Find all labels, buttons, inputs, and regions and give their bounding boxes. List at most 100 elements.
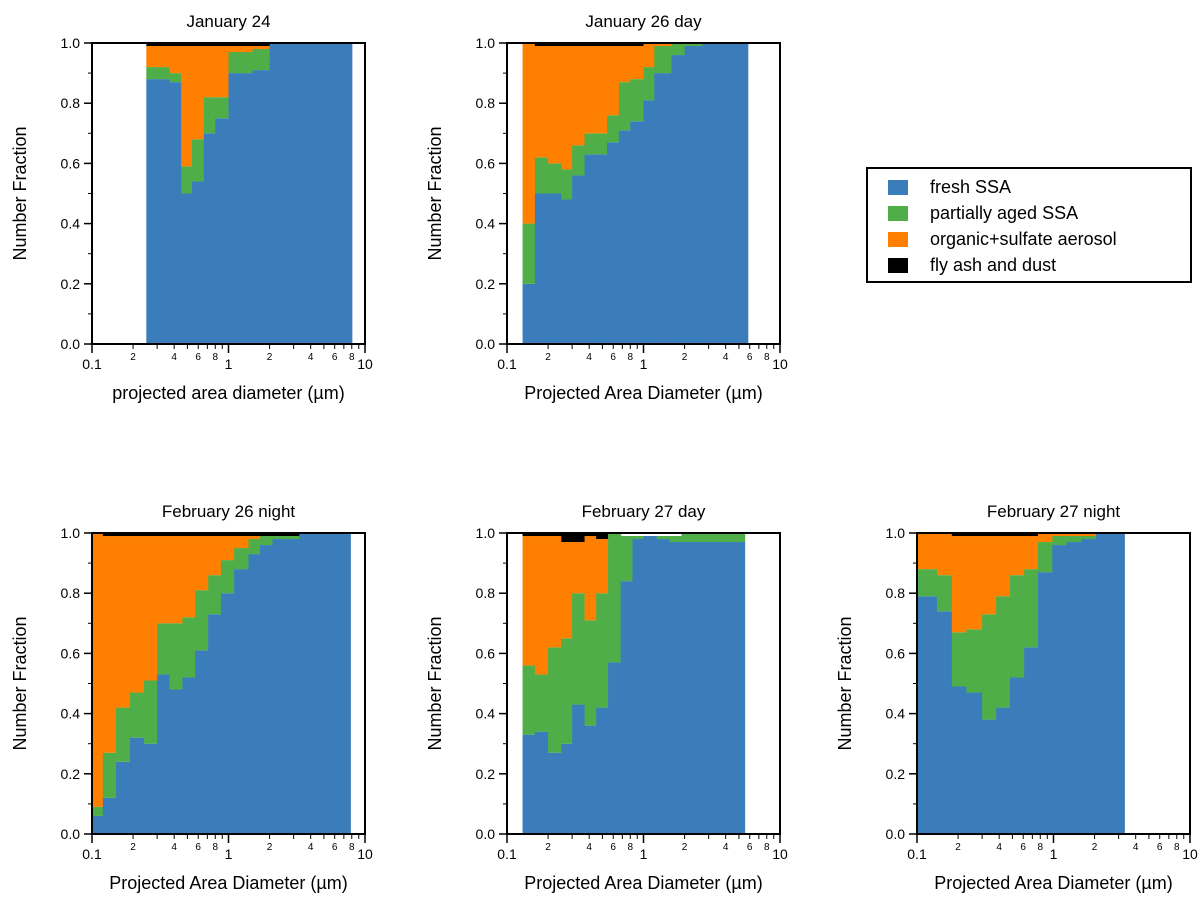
- bar-partial-bin-17: [731, 533, 745, 542]
- y-tick-label: 0.2: [476, 276, 496, 292]
- bar-organic-bin-1: [157, 46, 170, 67]
- bar-partial-bin-0: [523, 224, 536, 284]
- x-minor-tick-label: 8: [212, 842, 218, 853]
- bar-partial-bin-4: [572, 593, 585, 704]
- chart-panel-jan26-day: 0.00.20.40.60.81.00.1 2 4 6 8 1 2 4 6 8 10January …: [415, 0, 815, 420]
- bar-organic-bin-2: [952, 536, 967, 632]
- bar-organic-bin-7: [607, 46, 619, 115]
- chart-panel-feb27-night: 0.00.20.40.60.81.00.1 2 4 6 8 1 2 4 6 8 10February…: [825, 490, 1198, 909]
- bar-partial-bin-9: [632, 536, 644, 539]
- bar-fresh-bin-9: [630, 121, 644, 344]
- bar-organic-bin-7: [1024, 536, 1038, 569]
- bar-organic-bin-8: [195, 536, 209, 590]
- bar-fresh-bin-6: [596, 154, 607, 344]
- y-tick-label: 0.6: [61, 645, 81, 661]
- bar-partial-bin-5: [585, 133, 597, 154]
- bar-organic-bin-2: [116, 536, 131, 708]
- x-minor-tick-label: 2: [955, 842, 961, 853]
- bar-fresh-bin-11: [657, 539, 670, 834]
- bar-fresh-bin-1: [937, 611, 952, 834]
- bar-fresh-bin-13: [685, 46, 703, 344]
- bar-fresh-bin-1: [103, 798, 117, 834]
- legend-item-fresh: fresh SSA: [888, 175, 1011, 199]
- bar-organic-bin-8: [1038, 533, 1053, 542]
- bar-partial-bin-2: [116, 708, 131, 762]
- chart-legend: fresh SSA partially aged SSA organic+sul…: [866, 167, 1192, 283]
- bar-partial-bin-15: [285, 536, 300, 539]
- bar-fresh-bin-11: [234, 569, 249, 834]
- bar-fresh-bin-10: [644, 536, 658, 834]
- bar-partial-bin-13: [260, 536, 273, 545]
- x-minor-tick-label: 4: [996, 842, 1002, 853]
- x-tick-label: 0.1: [497, 356, 517, 372]
- y-tick-label: 1.0: [476, 35, 496, 51]
- bar-organic-bin-0: [146, 46, 157, 67]
- bar-dust-bin-3: [561, 533, 572, 542]
- x-axis-label: Projected Area Diameter (µm): [524, 873, 762, 893]
- bar-partial-bin-8: [621, 536, 633, 581]
- bar-organic-bin-6: [596, 46, 607, 133]
- legend-item-partial: partially aged SSA: [888, 201, 1078, 225]
- bar-fresh-bin-13: [1110, 533, 1125, 834]
- x-minor-tick-label: 8: [1174, 842, 1180, 853]
- bar-organic-bin-0: [92, 533, 103, 807]
- x-minor-tick-label: 6: [332, 842, 338, 853]
- bar-fresh-bin-11: [1081, 539, 1096, 834]
- bar-fresh-bin-6: [596, 708, 608, 834]
- bar-fresh-bin-12: [1096, 533, 1111, 834]
- bar-fresh-bin-3: [130, 738, 144, 834]
- y-tick-label: 0.0: [886, 826, 906, 842]
- legend-label-fresh: fresh SSA: [930, 177, 1011, 198]
- bar-partial-bin-1: [535, 674, 549, 731]
- bar-partial-bin-6: [596, 593, 608, 707]
- bar-organic-bin-6: [1010, 536, 1025, 575]
- legend-item-organic: organic+sulfate aerosol: [888, 227, 1117, 251]
- x-tick-label: 10: [1182, 846, 1198, 862]
- y-tick-label: 1.0: [61, 525, 81, 541]
- bar-fresh-bin-0: [523, 735, 536, 834]
- x-minor-tick-label: 6: [610, 842, 616, 853]
- bar-organic-bin-4: [144, 536, 158, 680]
- bar-organic-bin-5: [204, 46, 216, 97]
- bar-fresh-bin-1: [157, 79, 170, 344]
- x-tick-label: 0.1: [82, 846, 102, 862]
- x-minor-tick-label: 2: [682, 352, 688, 363]
- bar-fresh-bin-16: [299, 533, 312, 834]
- bar-organic-bin-0: [917, 533, 938, 569]
- bar-partial-bin-0: [92, 807, 103, 816]
- y-tick-label: 0.8: [61, 95, 81, 111]
- x-minor-tick-label: 2: [682, 842, 688, 853]
- bar-organic-bin-4: [572, 542, 585, 593]
- y-axis-label: Number Fraction: [10, 126, 30, 260]
- x-minor-tick-label: 6: [610, 352, 616, 363]
- bar-fresh-bin-4: [144, 744, 158, 834]
- bar-organic-bin-3: [561, 542, 572, 638]
- x-axis-label: projected area diameter (µm): [112, 383, 344, 403]
- bar-partial-bin-3: [966, 629, 982, 692]
- legend-swatch-organic: [888, 232, 908, 247]
- bar-fresh-bin-2: [548, 194, 562, 345]
- bar-fresh-bin-6: [170, 690, 184, 834]
- bar-partial-bin-4: [982, 614, 997, 719]
- bar-fresh-bin-5: [585, 154, 597, 344]
- bar-fresh-bin-8: [621, 581, 633, 834]
- bar-partial-bin-9: [208, 575, 221, 614]
- bar-organic-bin-8: [253, 46, 271, 49]
- bar-organic-bin-6: [170, 536, 184, 623]
- bar-partial-bin-8: [1038, 542, 1053, 572]
- legend-label-partial: partially aged SSA: [930, 203, 1078, 224]
- bar-fresh-bin-11: [654, 73, 672, 344]
- chart-panel-feb26-night: 0.00.20.40.60.81.00.1 2 4 6 8 1 2 4 6 8 10February…: [0, 490, 400, 909]
- bar-fresh-bin-13: [260, 545, 273, 834]
- y-tick-label: 1.0: [61, 35, 81, 51]
- bar-partial-bin-8: [195, 590, 209, 650]
- y-tick-label: 0.4: [61, 706, 81, 722]
- bar-partial-bin-1: [535, 157, 549, 193]
- bar-organic-bin-0: [523, 43, 536, 224]
- bar-organic-bin-9: [208, 536, 221, 575]
- y-tick-label: 1.0: [476, 525, 496, 541]
- bar-fresh-bin-12: [248, 554, 260, 834]
- bar-partial-bin-3: [181, 166, 192, 193]
- bar-fresh-bin-5: [204, 133, 216, 344]
- y-tick-label: 0.6: [61, 155, 81, 171]
